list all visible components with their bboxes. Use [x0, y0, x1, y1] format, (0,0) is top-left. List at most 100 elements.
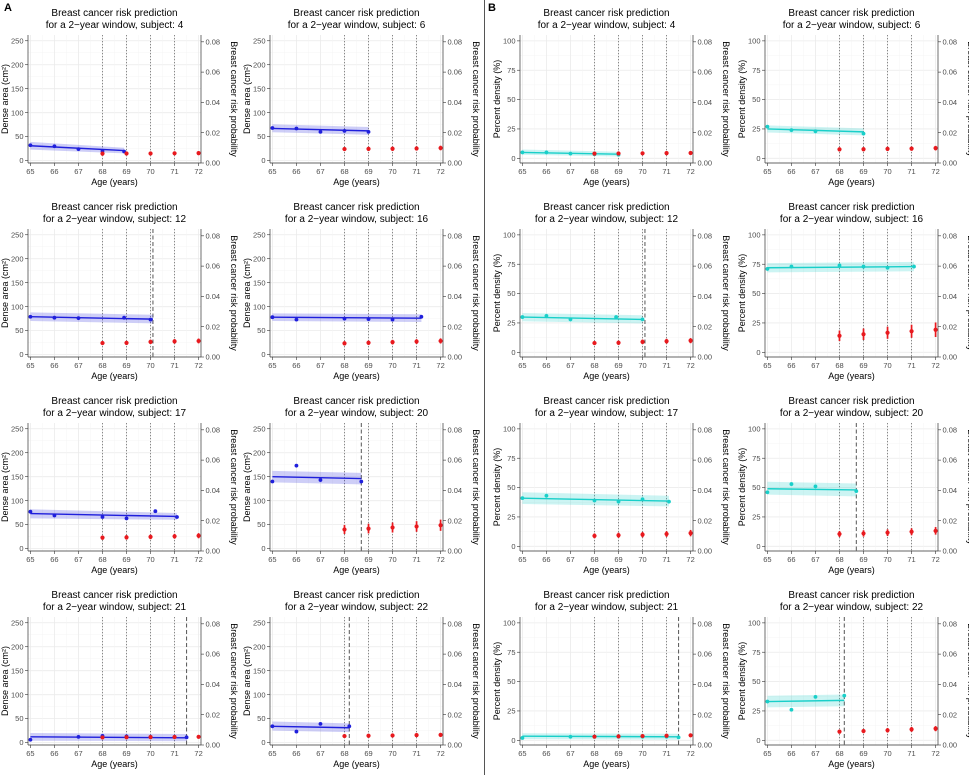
x-tick-label: 72 — [686, 167, 694, 176]
x-tick-label: 72 — [194, 361, 202, 370]
observation-point — [614, 315, 619, 319]
x-tick-label: 67 — [316, 361, 324, 370]
risk-point — [616, 533, 621, 538]
x-tick-label: 66 — [542, 555, 550, 564]
observation-point — [390, 317, 395, 322]
observation-point — [148, 317, 153, 322]
observation-point — [520, 315, 525, 319]
x-tick-label: 66 — [787, 555, 795, 564]
y-axis-label: Percent density (%) — [737, 254, 747, 333]
x-tick-label: 66 — [292, 749, 300, 758]
x-tick-label: 70 — [146, 361, 154, 370]
x-tick-label: 65 — [26, 749, 34, 758]
right-y-axis-label: Breast cancer risk probability — [229, 429, 239, 545]
observation-point — [813, 129, 818, 134]
risk-point — [414, 339, 419, 344]
subplot-A-subject-4: 0 50 100 150 200 250 0.00 0.02 0.04 0.06 0.08 65 66 6… — [0, 8, 239, 187]
subplot-title-line2: for a 2−year window, subject: 17 — [43, 408, 187, 419]
right-y-tick-label: 0.02 — [206, 710, 221, 719]
fitted-trajectory-line — [272, 725, 350, 729]
y-tick-label: 100 — [253, 108, 266, 117]
right-y-tick-label: 0.06 — [448, 650, 463, 659]
risk-point — [688, 338, 693, 343]
observation-point — [124, 516, 129, 521]
right-y-tick-label: 0.04 — [943, 98, 958, 107]
x-tick-label: 67 — [316, 167, 324, 176]
panel-letter-a: A — [4, 2, 12, 14]
risk-point — [592, 734, 597, 739]
observation-point — [294, 463, 299, 468]
x-tick-label: 71 — [170, 361, 178, 370]
right-y-tick-label: 0.00 — [943, 741, 958, 750]
right-y-axis-label: Breast cancer risk probability — [966, 41, 969, 157]
x-tick-label: 69 — [859, 749, 867, 758]
observation-point — [318, 478, 323, 482]
y-tick-label: 100 — [748, 618, 761, 627]
observation-point — [789, 128, 794, 133]
x-tick-label: 66 — [292, 167, 300, 176]
y-tick-label: 25 — [507, 319, 515, 328]
observation-point — [640, 317, 645, 322]
observation-point — [419, 314, 424, 319]
x-tick-label: 72 — [931, 361, 939, 370]
risk-point — [342, 733, 347, 739]
risk-point — [390, 146, 395, 151]
x-tick-label: 71 — [907, 361, 915, 370]
x-tick-label: 67 — [316, 555, 324, 564]
y-axis-label: Dense area (cm²) — [242, 64, 252, 134]
risk-point — [616, 734, 621, 739]
x-tick-label: 68 — [590, 167, 598, 176]
y-tick-label: 200 — [253, 642, 266, 651]
x-tick-label: 72 — [931, 749, 939, 758]
y-tick-label: 0 — [756, 542, 760, 551]
risk-point — [196, 533, 201, 538]
right-y-tick-label: 0.08 — [448, 37, 463, 46]
y-axis-label: Percent density (%) — [737, 60, 747, 139]
subplot-title-line1: Breast cancer risk prediction — [51, 590, 177, 601]
right-y-tick-label: 0.00 — [698, 159, 713, 168]
x-tick-label: 72 — [194, 749, 202, 758]
right-y-tick-label: 0.04 — [698, 98, 713, 107]
subplot-title-line1: Breast cancer risk prediction — [51, 202, 177, 213]
x-tick-label: 67 — [566, 555, 574, 564]
risk-point — [366, 146, 371, 152]
right-y-tick-label: 0.08 — [448, 425, 463, 434]
observation-point — [52, 513, 57, 518]
observation-point — [366, 129, 371, 134]
subplot-title-line1: Breast cancer risk prediction — [543, 396, 669, 407]
risk-point — [390, 733, 395, 738]
subplot-title-line1: Breast cancer risk prediction — [543, 590, 669, 601]
right-y-tick-label: 0.08 — [943, 619, 958, 628]
right-y-tick-label: 0.00 — [698, 547, 713, 556]
risk-point — [861, 147, 866, 152]
x-tick-label: 69 — [614, 555, 622, 564]
right-y-tick-label: 0.06 — [943, 68, 958, 77]
right-y-tick-label: 0.06 — [698, 650, 713, 659]
y-tick-label: 250 — [11, 618, 24, 627]
y-axis-label: Percent density (%) — [737, 448, 747, 527]
risk-point — [438, 732, 443, 737]
risk-point — [390, 525, 395, 530]
x-tick-label: 69 — [859, 167, 867, 176]
y-tick-label: 200 — [11, 60, 24, 69]
right-y-tick-label: 0.04 — [206, 292, 221, 301]
y-tick-label: 100 — [11, 690, 24, 699]
observation-point — [813, 484, 818, 489]
right-y-tick-label: 0.08 — [448, 619, 463, 628]
x-tick-label: 72 — [686, 361, 694, 370]
right-y-tick-label: 0.00 — [206, 547, 221, 556]
observation-point — [347, 724, 352, 729]
right-y-axis-label: Breast cancer risk probability — [966, 623, 969, 739]
x-tick-label: 68 — [98, 749, 106, 758]
panel-letter-b: B — [488, 2, 496, 14]
x-tick-label: 67 — [74, 167, 82, 176]
right-y-tick-label: 0.00 — [943, 353, 958, 362]
x-tick-label: 69 — [122, 167, 130, 176]
x-tick-label: 71 — [662, 555, 670, 564]
x-tick-label: 65 — [26, 167, 34, 176]
risk-point — [342, 527, 347, 532]
y-tick-label: 25 — [507, 707, 515, 716]
x-tick-label: 70 — [883, 167, 891, 176]
right-y-tick-label: 0.00 — [448, 159, 463, 168]
y-tick-label: 0 — [756, 348, 760, 357]
